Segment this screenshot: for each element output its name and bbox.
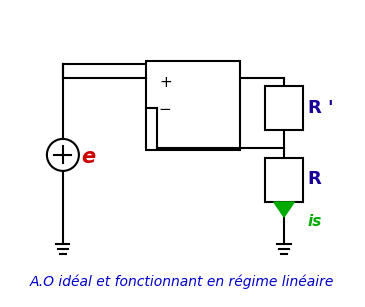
Bar xyxy=(265,86,303,130)
Bar xyxy=(265,158,303,202)
Bar xyxy=(146,61,240,150)
Polygon shape xyxy=(274,202,295,217)
Text: R ': R ' xyxy=(308,99,333,117)
Text: R: R xyxy=(308,170,321,188)
Text: e: e xyxy=(82,147,96,167)
Text: A.O idéal et fonctionnant en régime linéaire: A.O idéal et fonctionnant en régime liné… xyxy=(30,275,335,289)
Text: is: is xyxy=(308,214,322,229)
Text: +: + xyxy=(159,75,172,90)
Text: −: − xyxy=(159,102,172,117)
